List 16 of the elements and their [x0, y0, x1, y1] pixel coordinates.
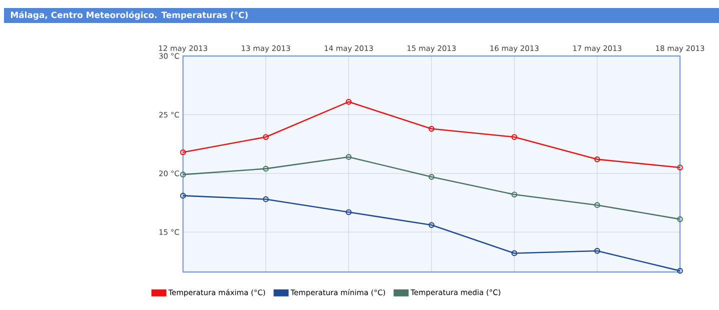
- point: [346, 98, 352, 105]
- point: [594, 248, 600, 254]
- point: [262, 134, 269, 140]
- point: [262, 196, 269, 202]
- chart-title: Málaga, Centro Meteorológico. Temperaturas (°C): [10, 11, 248, 20]
- point: [346, 154, 352, 160]
- point: [428, 222, 434, 228]
- point: [511, 192, 518, 198]
- point: [594, 202, 600, 208]
- point: [428, 126, 434, 132]
- point: [428, 174, 434, 180]
- point: [262, 166, 269, 172]
- point: [346, 209, 352, 216]
- point: [511, 134, 518, 140]
- point: [594, 156, 600, 162]
- point: [511, 250, 518, 256]
